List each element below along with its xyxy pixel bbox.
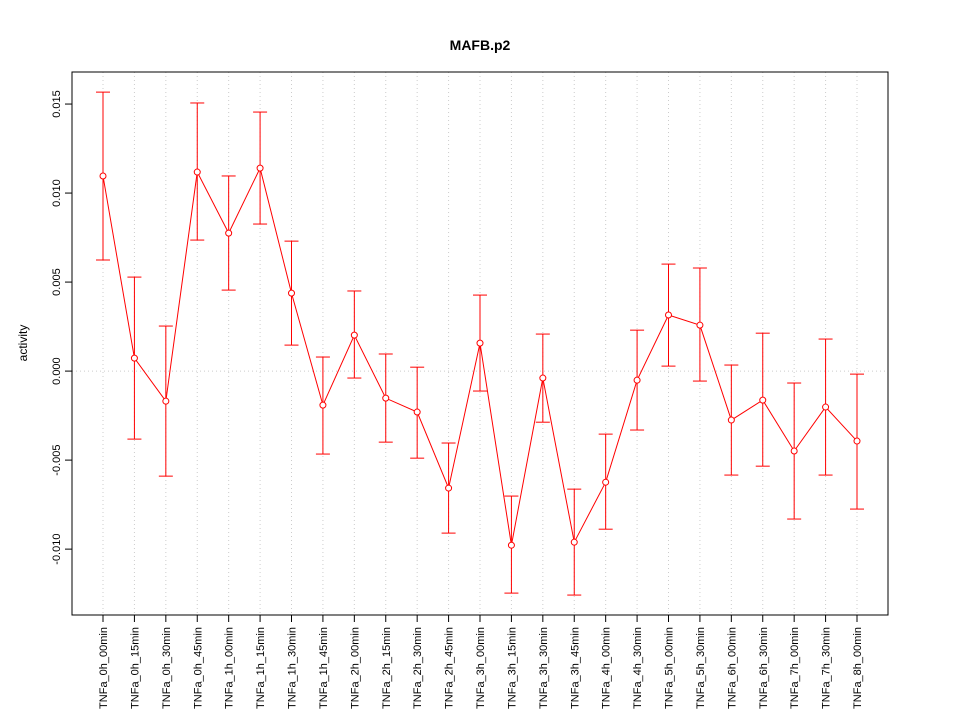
data-point (476, 339, 484, 347)
x-tick-label: TNFa_4h_30min (632, 627, 644, 709)
data-point (256, 164, 264, 172)
chart-title: MAFB.p2 (450, 37, 511, 53)
data-point (288, 289, 295, 297)
x-tick-label: TNFa_0h_00min (98, 627, 110, 709)
x-tick-label: TNFa_1h_45min (318, 627, 330, 709)
data-point (382, 394, 390, 402)
y-tick-label: 0.000 (51, 357, 63, 385)
data-point (790, 447, 798, 455)
data-point (225, 229, 233, 237)
x-tick-label: TNFa_3h_15min (506, 627, 518, 709)
x-tick-label: TNFa_2h_45min (444, 627, 456, 709)
data-point (350, 331, 358, 339)
x-tick-label: TNFa_6h_30min (758, 627, 770, 709)
data-point (445, 484, 453, 492)
x-tick-label: TNFa_7h_30min (821, 627, 833, 709)
x-tick-label: TNFa_4h_00min (601, 627, 613, 709)
y-tick-label: 0.010 (51, 179, 63, 207)
x-tick-label: TNFa_6h_00min (726, 627, 738, 709)
x-tick-label: TNFa_8h_00min (852, 627, 864, 709)
data-point (413, 408, 421, 416)
data-point (602, 478, 610, 486)
x-tick-label: TNFa_2h_15min (381, 627, 393, 709)
data-point (853, 437, 861, 445)
data-point (633, 376, 641, 384)
x-tick-label: TNFa_3h_30min (538, 627, 550, 709)
x-tick-label: TNFa_1h_15min (255, 627, 267, 709)
plot-border (71, 71, 889, 616)
data-marks (96, 91, 864, 596)
x-tick-label: TNFa_1h_00min (224, 627, 236, 709)
y-tick-label: 0.015 (51, 90, 63, 118)
data-point (193, 168, 201, 176)
y-tick-label: 0.005 (51, 268, 63, 296)
data-point (570, 538, 578, 546)
data-point (539, 374, 547, 382)
x-tick-label: TNFa_0h_45min (192, 627, 204, 709)
x-tick-label: TNFa_7h_00min (789, 627, 801, 709)
data-point (822, 403, 830, 411)
x-tick-label: TNFa_0h_30min (161, 627, 173, 709)
x-tick-label: TNFa_0h_15min (129, 627, 141, 709)
x-tick-label: TNFa_5h_00min (664, 627, 676, 709)
data-point (130, 354, 138, 362)
data-point (507, 541, 515, 549)
data-point (162, 397, 170, 405)
y-axis-label: activity (16, 325, 30, 362)
data-point (759, 396, 767, 404)
x-tick-label: TNFa_5h_30min (695, 627, 707, 709)
data-point (99, 172, 107, 180)
x-tick-label: TNFa_2h_00min (349, 627, 361, 709)
data-point (727, 416, 735, 424)
x-tick-label: TNFa_1h_30min (287, 627, 299, 709)
x-tick-label: TNFa_3h_00min (475, 627, 487, 709)
x-tick-label: TNFa_3h_45min (569, 627, 581, 709)
x-tick-label: TNFa_2h_30min (412, 627, 424, 709)
data-point (696, 321, 704, 329)
data-point (665, 311, 672, 319)
data-point (319, 401, 327, 409)
axes: -0.010 -0.005 0.000 0.005 0.010 0.015 TNFa_0h_… (51, 90, 864, 709)
y-tick-label: -0.010 (51, 534, 63, 565)
y-tick-label: -0.005 (51, 445, 63, 476)
